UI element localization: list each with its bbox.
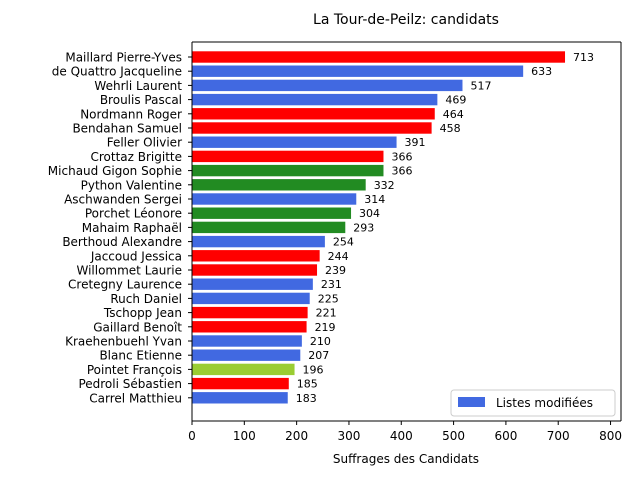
bar <box>192 292 310 305</box>
bar <box>192 93 438 106</box>
category-label: Wehrli Laurent <box>94 79 182 93</box>
value-label: 196 <box>303 363 324 376</box>
bar <box>192 250 320 262</box>
category-label: Pedroli Sébastien <box>78 377 182 391</box>
x-axis-title: Suffrages des Candidats <box>333 452 479 466</box>
category-label: de Quattro Jacqueline <box>52 65 182 79</box>
bars-group <box>192 51 566 404</box>
category-label: Willommet Laurie <box>76 264 182 278</box>
category-label: Crottaz Brigitte <box>90 150 182 164</box>
category-label: Gaillard Benoît <box>93 320 182 334</box>
bar <box>192 193 357 205</box>
category-label: Carrel Matthieu <box>89 391 182 405</box>
bar <box>192 321 307 333</box>
bar <box>192 278 313 290</box>
x-tick-label: 700 <box>547 429 570 443</box>
value-label: 293 <box>353 221 374 234</box>
category-label: Blanc Etienne <box>99 349 182 363</box>
legend-label: Listes modifiées <box>496 396 593 410</box>
value-label: 458 <box>440 122 461 135</box>
category-label: Tschopp Jean <box>103 306 182 320</box>
category-label: Cretegny Laurence <box>68 278 182 292</box>
bar <box>192 349 301 361</box>
value-label: 332 <box>374 179 395 192</box>
category-label: Jaccoud Jessica <box>90 249 182 263</box>
x-tick-label: 200 <box>285 429 308 443</box>
bar <box>192 150 384 163</box>
category-label: Pointet François <box>87 363 182 377</box>
bar <box>192 392 288 404</box>
bar <box>192 221 346 234</box>
x-tick-label: 300 <box>337 429 360 443</box>
value-labels: 7136335174694644583913663663323143042932… <box>296 51 594 405</box>
value-label: 633 <box>531 65 552 78</box>
bar <box>192 264 318 276</box>
value-label: 517 <box>470 79 491 92</box>
bar <box>192 235 325 248</box>
category-label: Maillard Pierre-Yves <box>65 51 182 65</box>
bar <box>192 164 384 177</box>
legend-frame <box>450 389 616 417</box>
value-label: 464 <box>443 108 464 121</box>
value-label: 244 <box>328 250 349 263</box>
bar <box>192 207 352 219</box>
category-label: Mahaim Raphaël <box>82 221 182 235</box>
bar <box>192 136 397 148</box>
bar <box>192 335 302 347</box>
value-label: 239 <box>325 264 346 277</box>
value-label: 304 <box>359 207 380 220</box>
x-ticks: 0 100 200 300 400 500 600 700 800 <box>188 421 622 443</box>
value-label: 713 <box>573 51 594 64</box>
value-label: 221 <box>316 307 337 320</box>
axes <box>188 41 622 422</box>
category-label: Python Valentine <box>81 178 182 192</box>
chart-title: La Tour-de-Peilz: candidats <box>313 12 499 28</box>
bar <box>192 108 435 120</box>
category-label: Feller Olivier <box>107 136 182 150</box>
value-label: 254 <box>333 236 354 249</box>
value-label: 391 <box>405 136 426 149</box>
x-tick-label: 600 <box>494 429 517 443</box>
x-tick-label: 500 <box>442 429 465 443</box>
category-label: Berthoud Alexandre <box>62 235 182 249</box>
value-label: 366 <box>391 150 412 163</box>
x-tick-label: 800 <box>599 429 622 443</box>
bar <box>192 179 366 191</box>
category-label: Kraehenbuehl Yvan <box>65 335 182 349</box>
legend: Listes modifiées <box>450 389 616 417</box>
value-label: 225 <box>318 292 339 305</box>
value-label: 219 <box>315 321 336 334</box>
category-label: Bendahan Samuel <box>72 122 182 136</box>
bar <box>192 363 295 376</box>
category-label: Ruch Daniel <box>110 292 182 306</box>
value-label: 207 <box>308 349 329 362</box>
bar <box>192 306 308 319</box>
bar <box>192 65 524 77</box>
bar <box>192 122 432 134</box>
category-label: Aschwanden Sergei <box>64 193 182 207</box>
value-label: 210 <box>310 335 331 348</box>
value-label: 185 <box>297 378 318 391</box>
bar <box>192 51 566 63</box>
category-label: Michaud Gigon Sophie <box>48 164 182 178</box>
value-label: 366 <box>391 165 412 178</box>
category-label: Nordmann Roger <box>80 107 182 121</box>
x-tick-label: 400 <box>390 429 413 443</box>
x-tick-label: 100 <box>233 429 256 443</box>
value-label: 231 <box>321 278 342 291</box>
legend-swatch <box>458 397 485 407</box>
bar <box>192 377 289 390</box>
value-label: 314 <box>364 193 385 206</box>
value-label: 469 <box>445 94 466 107</box>
value-label: 183 <box>296 392 317 405</box>
x-tick-label: 0 <box>188 429 196 443</box>
category-label: Broulis Pascal <box>100 93 182 107</box>
bar <box>192 79 463 92</box>
category-label: Porchet Léonore <box>85 207 182 221</box>
